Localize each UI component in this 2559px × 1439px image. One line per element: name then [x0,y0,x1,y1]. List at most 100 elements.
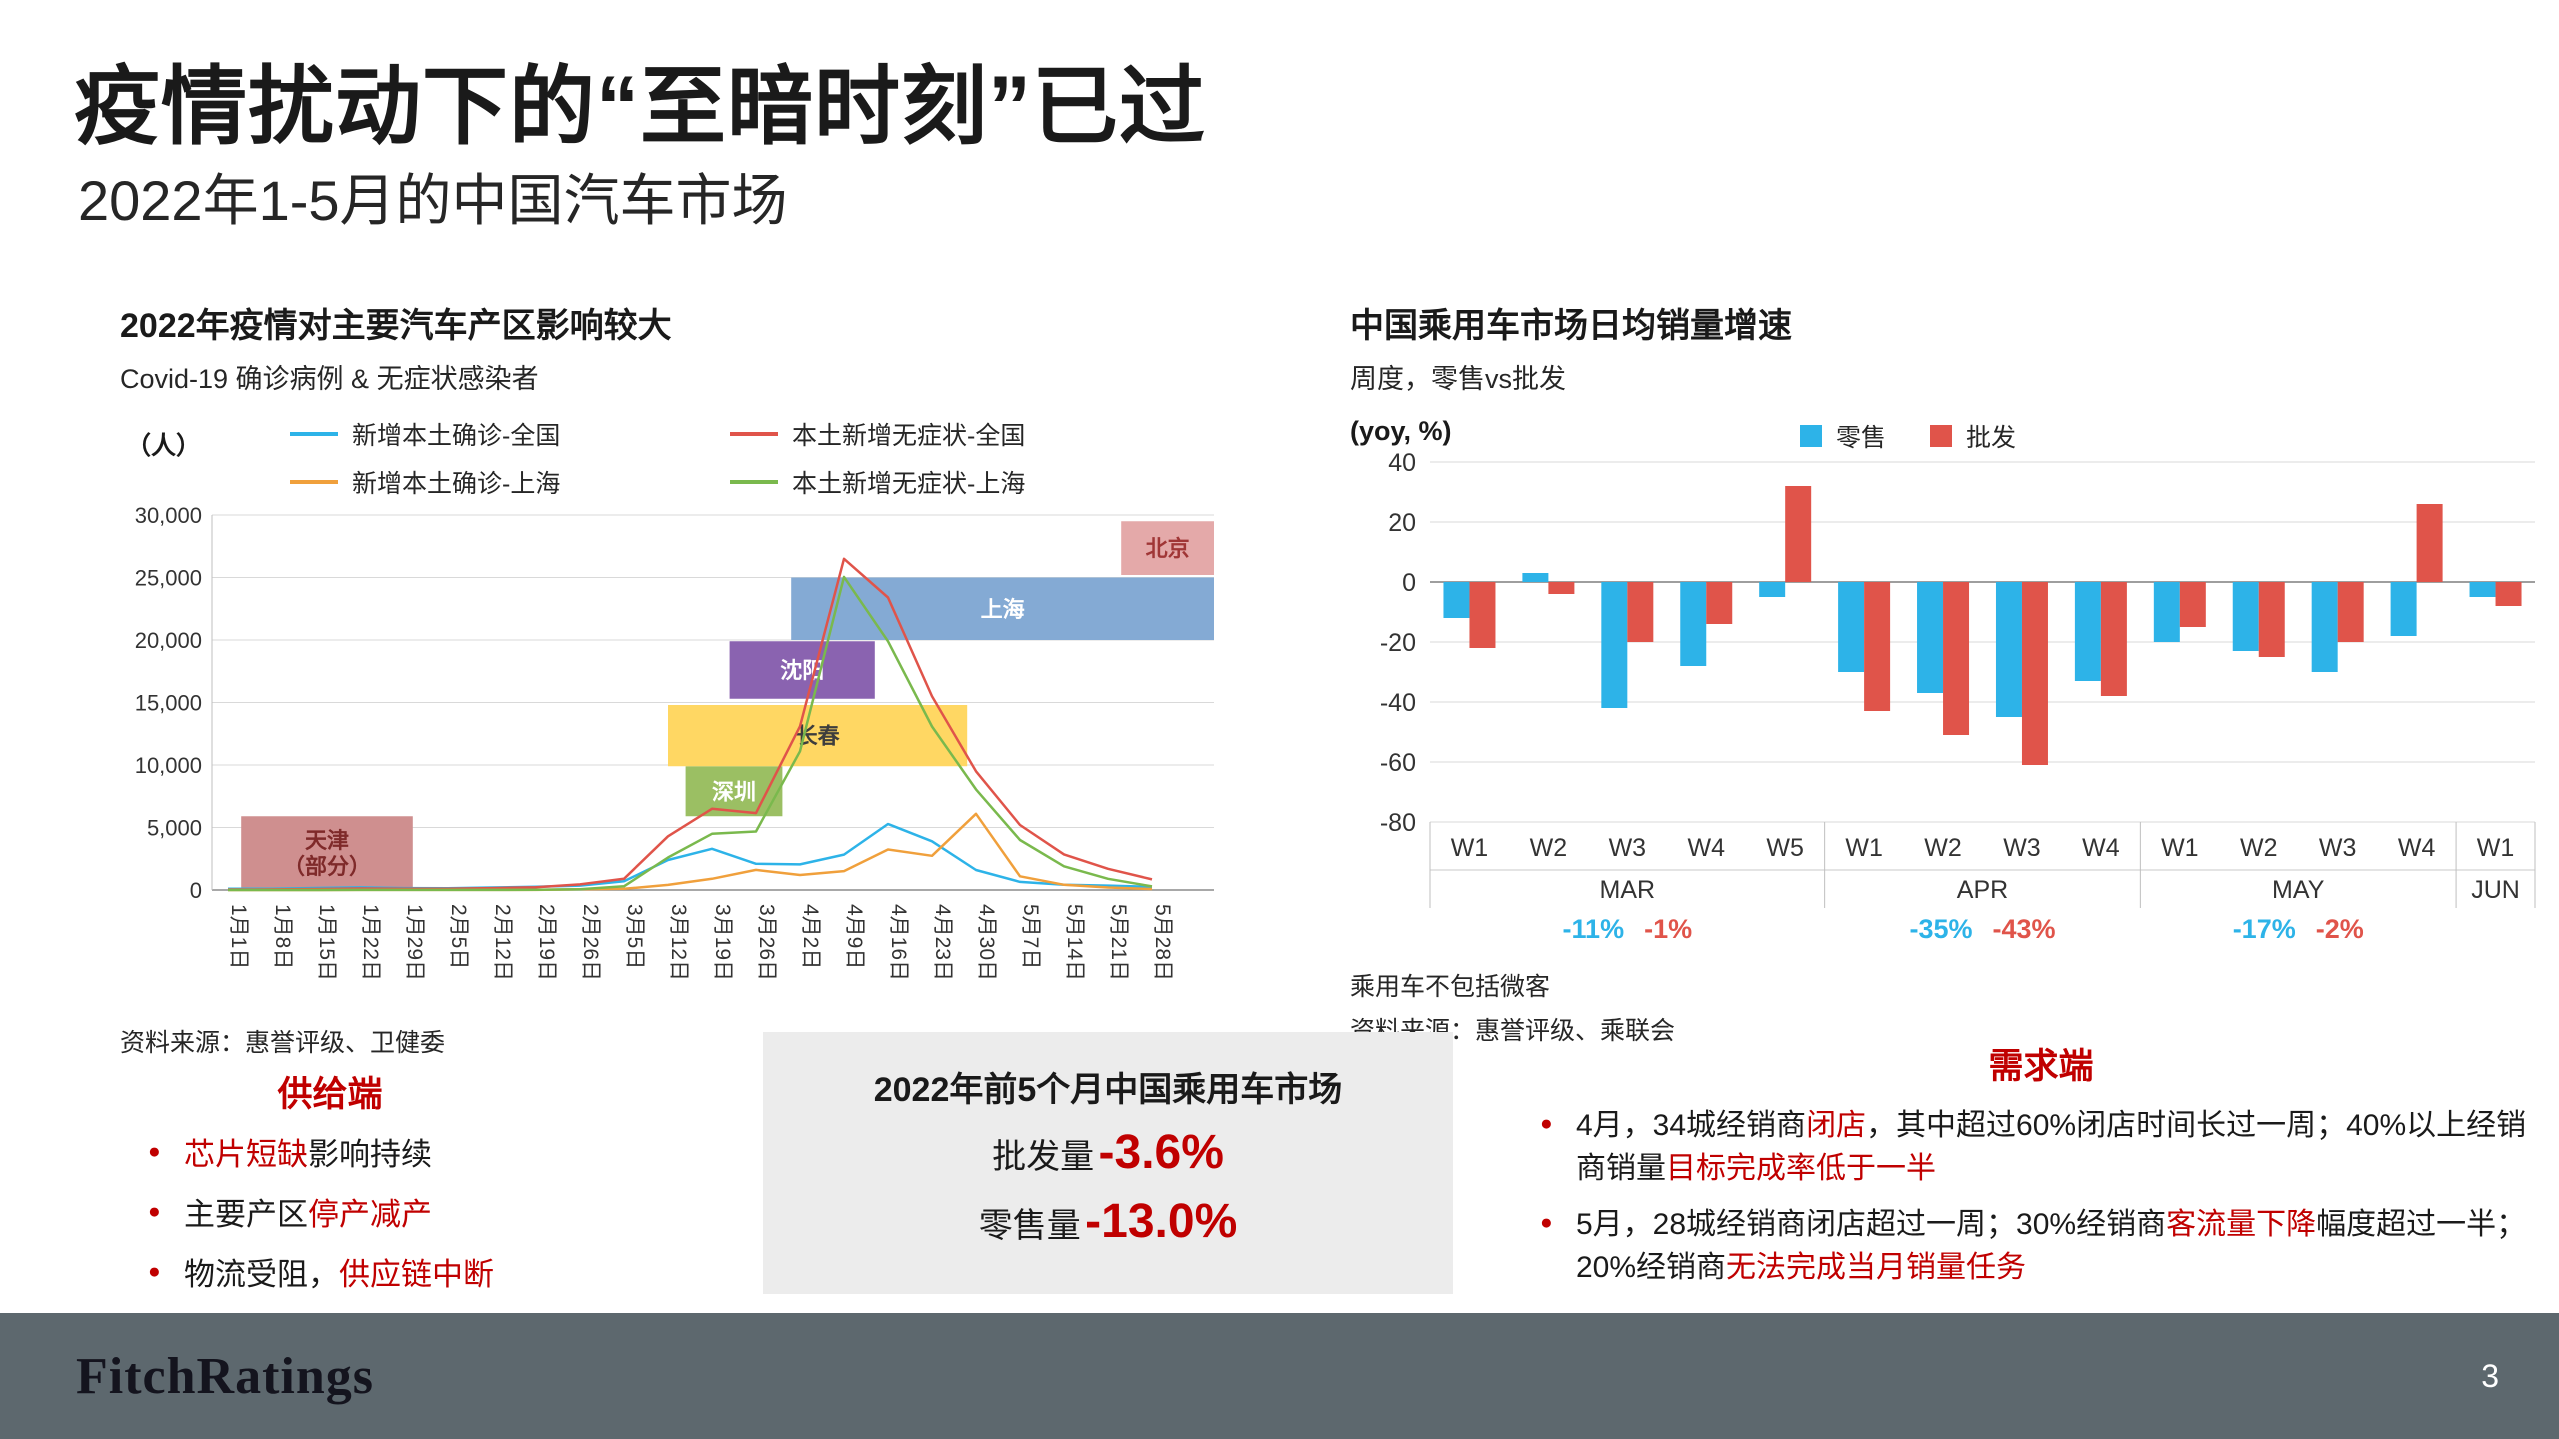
covid-chart-panel: 2022年疫情对主要汽车产区影响较大 Covid-19 确诊病例 & 无症状感染… [120,298,1235,1059]
legend-swatch [290,432,338,436]
bar [1627,582,1654,642]
legend-label: 本土新增无症状-上海 [792,470,1026,498]
bar [1469,582,1496,648]
svg-text:W2: W2 [1530,834,1568,862]
sales-bar-chart: 40 20 0 -20 -40 -60 -80 W1 W2 W3 W4 W5 W1 W2 W3 W4 W1 W2 W… [1380,450,2536,944]
supply-heading: 供给端 [277,1075,383,1114]
summary-row: 零售量 -13.0% [763,1194,1453,1249]
demand-bullets: 4月，34城经销商闭店，其中超过60%闭店时间长过一周；40%以上经销商销量目标… [1532,1105,2550,1289]
bar [1864,582,1891,711]
svg-text:4月30日: 4月30日 [975,904,998,981]
svg-text:W2: W2 [2240,834,2278,862]
svg-text:3月19日: 3月19日 [711,904,734,981]
svg-text:深圳: 深圳 [712,779,756,804]
legend-label: 新增本土确诊-全国 [352,422,561,450]
bar [2469,582,2496,597]
covid-chart-legend: 新增本土确诊-全国 本土新增无症状-全国新增本土确诊-上海 本土新增无症状-上海 [290,416,1235,500]
svg-text:2月26日: 2月26日 [579,904,602,981]
bar [1759,582,1786,597]
bar [2311,582,2338,672]
legend-item: 本土新增无症状-上海 [730,464,1150,500]
supply-bullets: 芯片短缺影响持续 主要产区停产减产 物流受阻，供应链中断 [140,1133,750,1297]
bullet-item: 4月，34城经销商闭店，其中超过60%闭店时间长过一周；40%以上经销商销量目标… [1532,1105,2550,1190]
bar [1522,573,1549,582]
legend-item: 新增本土确诊-上海 [290,464,730,500]
page-subtitle: 2022年1-5月的中国汽车市场 [78,169,788,232]
summary-label: 批发量 [992,1138,1095,1176]
svg-text:MAY: MAY [2272,876,2325,904]
bar [2258,582,2285,657]
fitch-ratings-logo: FitchRatings [76,1347,374,1405]
page-title: 疫情扰动下的“至暗时刻”已过 [74,59,1206,155]
bar [2390,582,2417,636]
bar [1943,582,1970,735]
svg-text:-20: -20 [1380,629,1416,657]
bullet-item: 主要产区停产减产 [140,1193,750,1237]
svg-text:-11%-1%: -11% -1% [1563,914,1693,944]
region-annotation: 北京 [1121,521,1214,575]
summary-row: 批发量 -3.6% [763,1125,1453,1180]
svg-text:0: 0 [190,878,202,903]
legend-label: 新增本土确诊-上海 [352,470,561,498]
legend-swatch [1800,425,1822,447]
legend-swatch [730,432,778,436]
svg-text:（部分）: （部分） [283,854,371,879]
svg-text:2月5日: 2月5日 [447,904,470,969]
svg-text:W4: W4 [2082,834,2120,862]
summary-value: -3.6% [1098,1126,1224,1179]
legend-item: 本土新增无症状-全国 [730,416,1150,452]
svg-text:5月21日: 5月21日 [1107,904,1130,981]
bar [1917,582,1944,693]
svg-text:0: 0 [1402,569,1416,597]
legend-item: 新增本土确诊-全国 [290,416,730,452]
svg-text:3月5日: 3月5日 [623,904,646,969]
bar [1838,582,1865,672]
region-annotation: 上海 [791,577,1214,640]
bar [1785,486,1812,582]
legend-swatch [1930,425,1953,447]
footer: FitchRatings 3 [0,1313,2559,1439]
bullet-item: 物流受阻，供应链中断 [140,1253,750,1297]
svg-text:30,000: 30,000 [135,503,202,528]
svg-text:W1: W1 [2477,834,2515,862]
bar [2153,582,2180,642]
demand-heading: 需求端 [1988,1047,2094,1086]
legend-label: 批发 [1966,424,2017,452]
svg-text:北京: 北京 [1146,536,1190,561]
svg-text:APR: APR [1957,876,2008,904]
svg-text:5,000: 5,000 [147,816,202,841]
sales-chart-axis-row: (yoy, %) 零售 批发 [1350,416,2545,452]
region-annotation: 沈阳 [729,641,875,699]
bar [1601,582,1628,708]
bullet-item: 芯片短缺影响持续 [140,1133,750,1177]
sales-chart-legend: 零售 批发 [1800,418,2016,454]
svg-text:W4: W4 [1688,834,1726,862]
region-annotation: 天津（部分） [241,816,413,890]
svg-text:3月12日: 3月12日 [667,904,690,981]
svg-text:20: 20 [1388,509,1416,537]
page-number: 3 [2481,1357,2499,1394]
svg-text:1月22日: 1月22日 [359,904,382,981]
region-annotation: 长春 [668,705,968,767]
svg-text:1月29日: 1月29日 [403,904,426,981]
covid-line-chart: 0 5,000 10,000 15,000 20,000 25,000 30,000 天津（部… [135,503,1214,981]
legend-swatch [730,480,778,484]
svg-text:天津: 天津 [305,828,349,853]
summary-box: 2022年前5个月中国乘用车市场 批发量 -3.6% 零售量 -13.0% [763,1032,1453,1294]
bar [2074,582,2101,681]
bar [1995,582,2022,717]
svg-text:W2: W2 [1924,834,1962,862]
svg-text:JUN: JUN [2471,876,2520,904]
svg-text:10,000: 10,000 [135,753,202,778]
legend-label: 本土新增无症状-全国 [792,422,1026,450]
svg-text:W3: W3 [2319,834,2357,862]
svg-text:5月28日: 5月28日 [1151,904,1174,981]
svg-text:5月14日: 5月14日 [1063,904,1086,981]
bar [2337,582,2364,642]
svg-text:2月12日: 2月12日 [491,904,514,981]
svg-text:-60: -60 [1380,749,1416,777]
summary-label: 零售量 [978,1207,1081,1245]
svg-text:4月2日: 4月2日 [799,904,822,969]
svg-text:1月1日: 1月1日 [227,904,250,969]
